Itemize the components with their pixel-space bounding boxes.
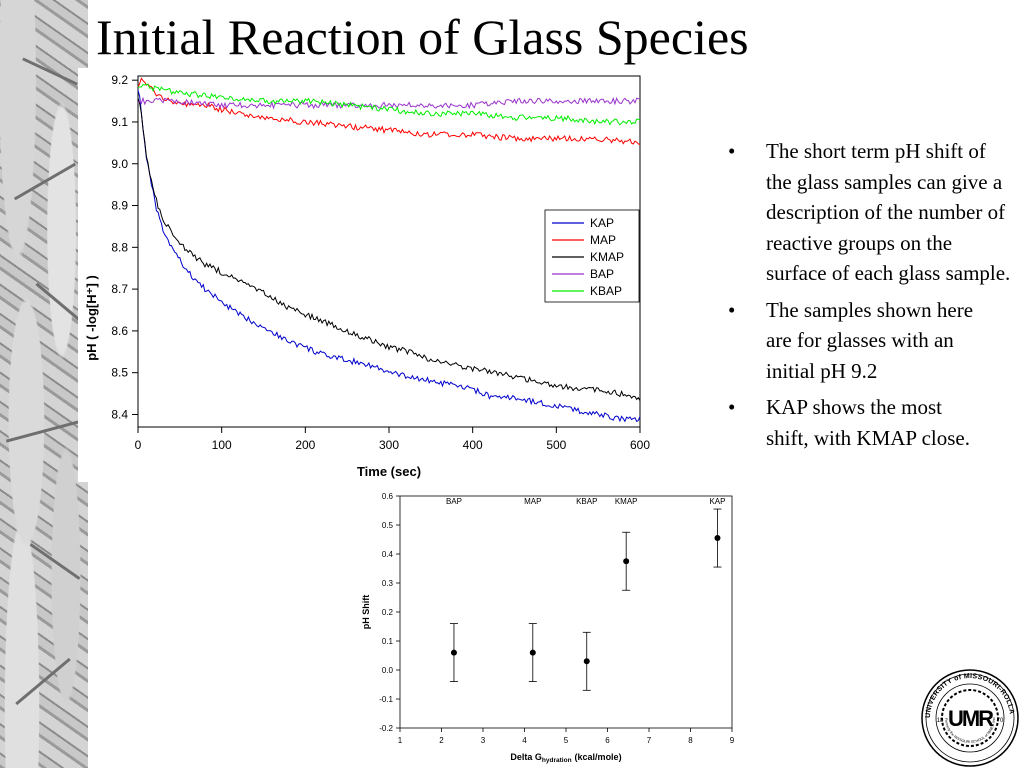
x-tick-label: 7 (647, 736, 652, 745)
ph-time-chart: 0 100 200 300 400 500 600 8.4 8.5 8.6 8.7 8.8 8.9 9.0… (84, 73, 650, 479)
x-axis-label-subscript: hydration (542, 757, 572, 764)
legend: KAP MAP KMAP BAP KBAP (544, 209, 640, 303)
point-label-bap: BAP (446, 497, 462, 506)
bullet-text: The short term pH shift of the glass sam… (766, 139, 1011, 285)
y-tick-label: 0.3 (382, 579, 394, 588)
data-points: BAP MAP KBAP KMAP KAP (446, 497, 725, 691)
legend-label-kmap: KMAP (590, 250, 624, 264)
x-tick-label: 5 (564, 736, 569, 745)
series-line-kap (137, 90, 641, 423)
data-point-kap (714, 535, 721, 542)
y-tick-label: 8.7 (111, 282, 128, 296)
seal-year-right: 70 (997, 718, 1004, 724)
series-line-kmap (137, 98, 641, 401)
x-tick-label: 200 (295, 438, 315, 452)
bullet-item: • The samples shown here are for glasses … (728, 295, 986, 387)
y-tick-label: 0.5 (382, 521, 394, 530)
bullet-item: • The short term pH shift of the glass sa… (728, 136, 1016, 289)
y-axis-label: pH ( -log[H⁺] ) (84, 275, 99, 361)
seal-monogram: UMR (948, 706, 994, 731)
seal-year-left: 18 (937, 718, 944, 724)
x-tick-label: 2 (439, 736, 444, 745)
y-tick-label: 0.1 (382, 637, 394, 646)
data-point-map (529, 649, 536, 656)
legend-label-map: MAP (590, 233, 616, 247)
y-tick-label: -0.2 (379, 724, 393, 733)
y-tick-label: 8.8 (111, 240, 128, 254)
y-tick-label: -0.1 (379, 695, 393, 704)
ph-shift-chart: 1 2 3 4 5 6 7 8 9 -0.2 -0.1 0.0 0.1 0.2 0.3 0.4 0.5 0.6 B… (361, 492, 735, 764)
y-tick-label: 9.0 (111, 157, 128, 171)
series-line-bap (137, 96, 641, 110)
point-label-kap: KAP (709, 497, 725, 506)
ph-shift-chart-panel: 1 2 3 4 5 6 7 8 9 -0.2 -0.1 0.0 0.1 0.2 0.3 0.4 0.5 0.6 B… (338, 488, 750, 768)
x-axis-label: Delta Ghydration (kcal/mole) (510, 752, 621, 764)
x-tick-label: 400 (463, 438, 483, 452)
x-tick-label: 600 (630, 438, 650, 452)
x-axis-label-units: (kcal/mole) (575, 752, 622, 762)
bullet-text: KAP shows the most shift, with KMAP clos… (766, 395, 970, 450)
x-tick-label: 6 (605, 736, 610, 745)
bullet-glyph: • (728, 297, 736, 322)
bullet-text: The samples shown here are for glasses w… (766, 297, 974, 383)
legend-label-kap: KAP (590, 216, 614, 230)
y-tick-label: 0.2 (382, 608, 394, 617)
x-tick-label: 8 (688, 736, 693, 745)
slide-title: Initial Reaction of Glass Species (96, 9, 749, 65)
ph-time-chart-panel: 0 100 200 300 400 500 600 8.4 8.5 8.6 8.7 8.8 8.9 9.0… (78, 68, 666, 482)
y-tick-label: 8.4 (111, 407, 128, 421)
y-tick-label: 0.0 (382, 666, 394, 675)
point-label-map: MAP (524, 497, 541, 506)
x-tick-label: 9 (730, 736, 735, 745)
bullet-glyph: • (728, 139, 736, 163)
series-lines (137, 77, 641, 423)
x-tick-label: 3 (481, 736, 486, 745)
data-point-bap (450, 649, 457, 656)
y-tick-label: 9.1 (111, 115, 128, 129)
x-axis-label-main: Delta G (510, 752, 542, 762)
legend-label-bap: BAP (590, 267, 614, 281)
axis-ticks: 1 2 3 4 5 6 7 8 9 -0.2 -0.1 0.0 0.1 0.2 0.3 0.4 0.5 0.6 (379, 492, 735, 745)
x-tick-label: 300 (379, 438, 399, 452)
x-tick-label: 0 (135, 438, 142, 452)
bullet-item: • KAP shows the most shift, with KMAP clo… (728, 392, 981, 453)
x-tick-label: 100 (212, 438, 232, 452)
side-stone-texture (0, 0, 88, 768)
y-tick-label: 8.5 (111, 366, 128, 380)
plot-frame (399, 495, 733, 729)
point-label-kmap: KMAP (615, 497, 638, 506)
x-tick-label: 4 (522, 736, 527, 745)
point-label-kbap: KBAP (576, 497, 597, 506)
bullet-list: • The short term pH shift of the glass sa… (728, 136, 1018, 459)
y-tick-label: 8.6 (111, 324, 128, 338)
y-tick-label: 0.6 (382, 492, 394, 501)
legend-label-kbap: KBAP (590, 284, 622, 298)
bullet-glyph: • (728, 395, 736, 419)
y-tick-label: 9.2 (111, 73, 128, 87)
y-axis-label: pH Shift (361, 595, 371, 630)
legend-box (544, 209, 640, 303)
university-seal-logo: UNIVERSITY of MISSOURI-ROLLA Formerly th… (919, 665, 1020, 768)
x-tick-label: 1 (398, 736, 403, 745)
y-tick-label: 8.9 (111, 199, 128, 213)
data-point-kmap (623, 558, 630, 565)
y-tick-label: 0.4 (382, 550, 394, 559)
series-line-kbap (138, 83, 641, 126)
series-line-map (137, 77, 641, 146)
x-tick-label: 500 (546, 438, 566, 452)
x-axis-label: Time (sec) (357, 464, 421, 479)
data-point-kbap (583, 658, 590, 665)
axis-ticks: 0 100 200 300 400 500 600 8.4 8.5 8.6 8.7 8.8 8.9 9.0… (111, 73, 650, 452)
